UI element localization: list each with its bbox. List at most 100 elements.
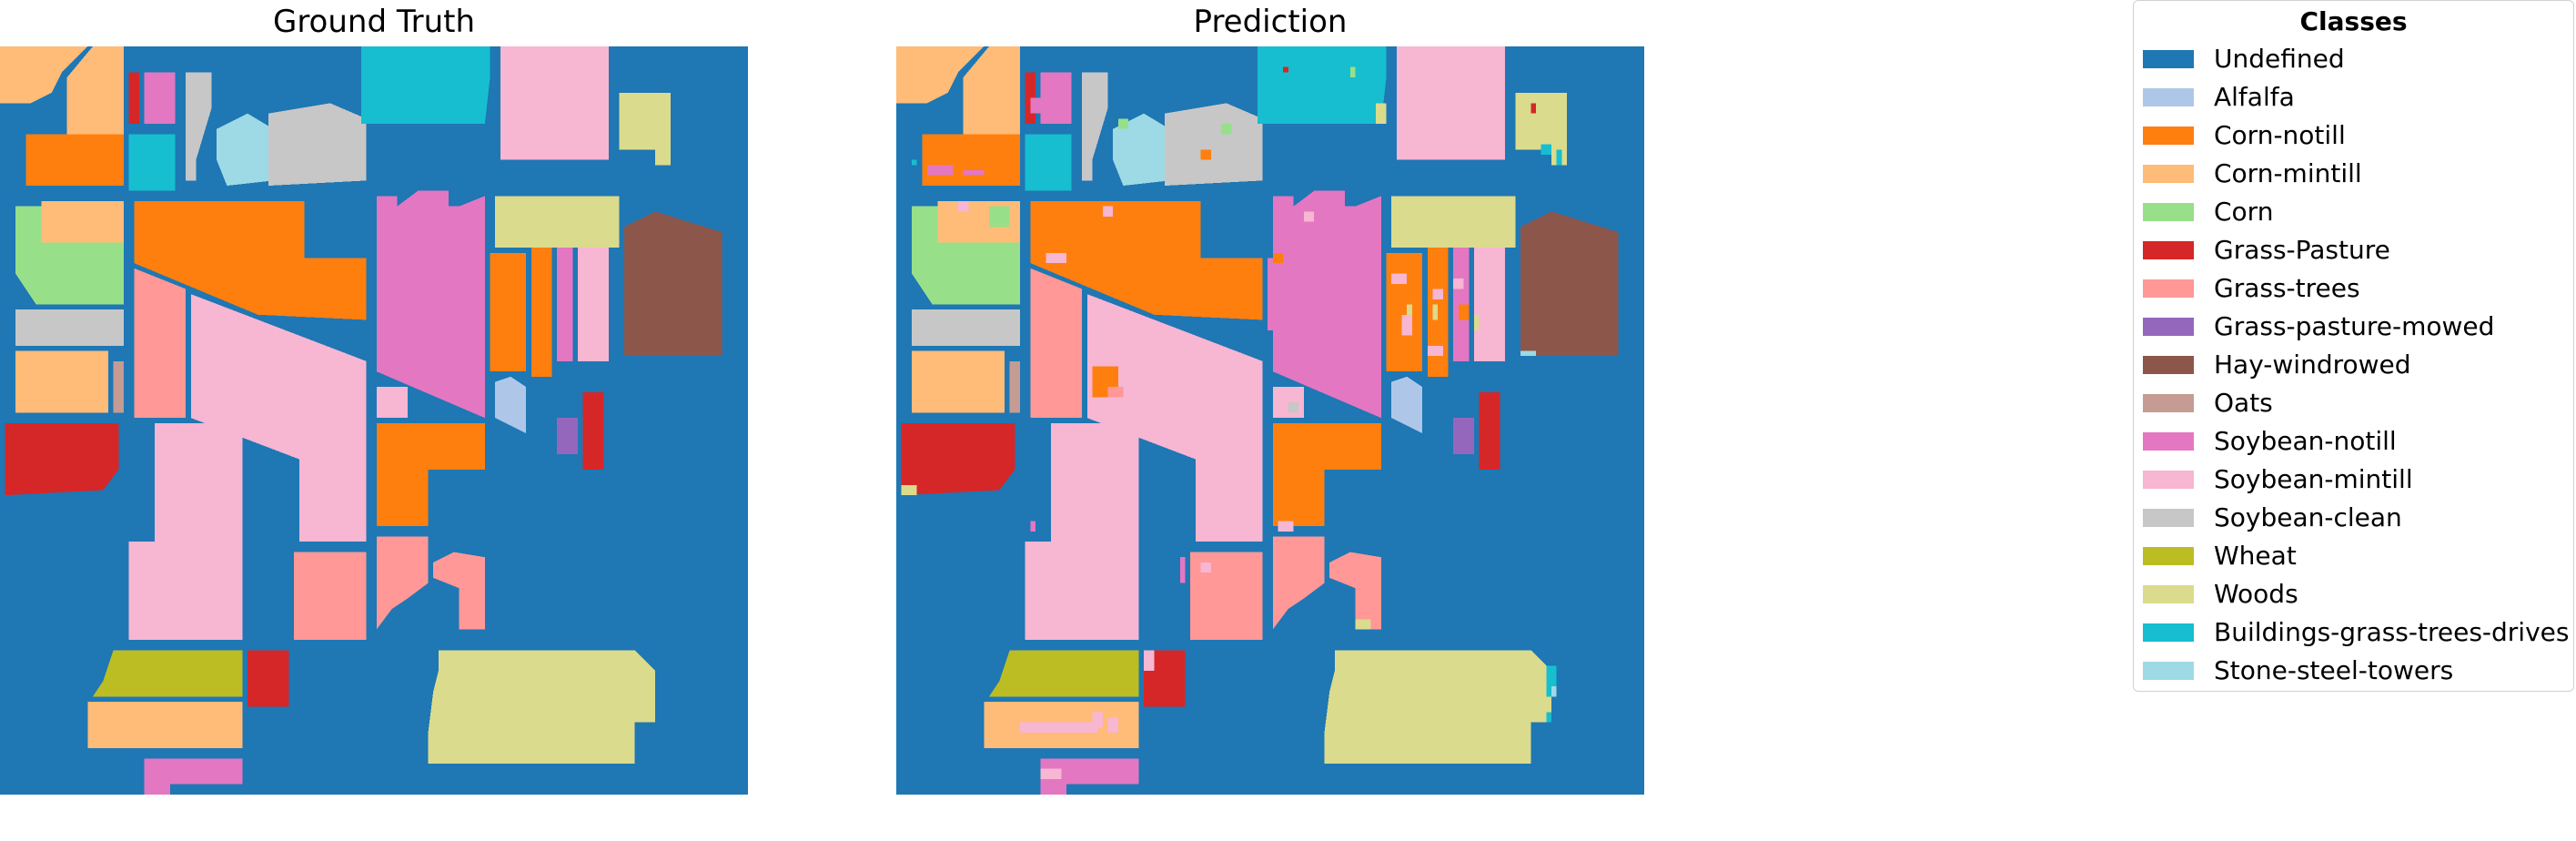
legend-entry-grass-trees: Grass-trees: [2143, 270, 2360, 307]
region-soybean-clean-5: [1082, 72, 1108, 181]
pred-pixel-corn-notill-34: [1458, 304, 1470, 320]
legend-label-soybean-clean: Soybean-clean: [2214, 502, 2402, 532]
region-corn-notill-8: [25, 134, 125, 187]
legend-entry-soybean-mintill: Soybean-mintill: [2143, 461, 2413, 498]
pred-pixel-soybean-mintill-33: [1453, 279, 1464, 289]
region-grass-pasture-31: [1479, 391, 1500, 470]
pred-pixel-woods-43: [1355, 619, 1371, 630]
legend-label-oats: Oats: [2214, 388, 2273, 418]
pred-pixel-woods-38: [901, 484, 917, 496]
legend-entry-grass-pasture: Grass-Pasture: [2143, 232, 2390, 269]
legend-entry-hay-windrowed: Hay-windrowed: [2143, 347, 2411, 383]
region-corn-notill-34: [376, 422, 485, 527]
legend-label-grass-pasture-mowed: Grass-pasture-mowed: [2214, 311, 2495, 341]
region-soybean-mintill-20: [1086, 294, 1263, 542]
region-soybean-notill-24: [557, 248, 573, 361]
region-woods-11: [619, 93, 671, 166]
prediction-map: [896, 46, 1644, 795]
region-soybean-notill-43: [144, 784, 171, 795]
pred-pixel-woods-2: [1376, 103, 1387, 125]
region-soybean-notill-3: [1040, 72, 1072, 125]
region-grass-pasture-mowed-30: [1453, 418, 1474, 454]
region-soybean-mintill-10: [500, 46, 609, 160]
region-corn-notill-22: [1386, 252, 1423, 372]
region-corn-notill-14: [1030, 201, 1263, 320]
legend-label-grass-trees: Grass-trees: [2214, 273, 2360, 303]
region-corn-13: [912, 206, 1021, 305]
pred-pixel-soybean-clean-24: [1288, 402, 1299, 413]
pred-pixel-soybean-notill-10: [963, 170, 985, 176]
region-soybean-clean-15: [15, 309, 125, 346]
legend-swatch-soybean-notill: [2143, 432, 2194, 451]
legend-entry-wheat: Wheat: [2143, 538, 2297, 574]
pred-pixel-soybean-mintill-36: [1303, 211, 1315, 222]
region-grass-pasture-mowed-30: [557, 418, 578, 454]
region-corn-mintill-0: [896, 46, 985, 104]
region-stone-steel-towers-6: [1113, 113, 1170, 187]
pred-pixel-grass-pasture-3: [1283, 66, 1288, 73]
pred-pixel-soybean-mintill-40: [1278, 521, 1294, 532]
pred-pixel-soybean-mintill-31: [1473, 329, 1490, 357]
region-soybean-mintill-25: [577, 248, 609, 361]
pred-pixel-woods-29: [1432, 304, 1439, 320]
legend-entry-stone-steel-towers: Stone-steel-towers: [2143, 653, 2453, 689]
region-soybean-mintill-29: [376, 387, 408, 419]
pred-pixel-corn-notill-13: [1200, 149, 1211, 160]
region-buildings-grass-trees-drives-4: [128, 134, 176, 191]
region-soybean-clean-15: [912, 309, 1021, 346]
region-corn-mintill-41: [87, 701, 243, 748]
legend-entry-corn: Corn: [2143, 194, 2273, 230]
pred-pixel-soybean-mintill-44: [1144, 650, 1155, 671]
region-buildings-grass-trees-drives-9: [360, 46, 490, 125]
legend-title: Classes: [2299, 6, 2408, 36]
legend-entry-buildings-grass-trees-drives: Buildings-grass-trees-drives: [2143, 614, 2569, 651]
region-soybean-notill-21: [376, 190, 485, 419]
legend-label-buildings-grass-trees-drives: Buildings-grass-trees-drives: [2214, 617, 2570, 647]
legend-entry-grass-pasture-mowed: Grass-pasture-mowed: [2143, 309, 2494, 345]
legend-label-corn: Corn: [2214, 197, 2274, 227]
pred-pixel-soybean-notill-9: [927, 165, 954, 176]
region-soybean-mintill-33: [1025, 422, 1139, 640]
legend-label-hay-windrowed: Hay-windrowed: [2214, 350, 2411, 380]
region-corn-notill-14: [134, 201, 367, 320]
region-corn-mintill-1: [66, 46, 125, 135]
panel-title-ground-truth: Ground Truth: [272, 4, 476, 40]
region-wheat-39: [989, 650, 1139, 697]
legend-label-soybean-notill: Soybean-notill: [2214, 426, 2397, 456]
region-wheat-39: [93, 650, 243, 697]
region-grass-pasture-40: [247, 650, 289, 707]
pred-pixel-buildings-grass-trees-drives-50: [1546, 712, 1551, 723]
region-grass-pasture-31: [582, 391, 604, 470]
pred-pixel-corn-12: [1117, 118, 1129, 129]
ground-truth-map: [0, 46, 748, 795]
region-soybean-mintill-10: [1396, 46, 1505, 160]
region-soybean-notill-42: [144, 758, 243, 785]
region-grass-trees-18: [1030, 268, 1083, 419]
pred-pixel-soybean-notill-41: [1179, 557, 1186, 583]
pred-pixel-soybean-mintill-48: [1040, 768, 1062, 779]
region-alfalfa-28: [1391, 376, 1423, 434]
region-soybean-mintill-33: [128, 422, 243, 640]
region-corn-mintill-16: [912, 350, 1005, 413]
legend-label-wheat: Wheat: [2214, 541, 2297, 571]
pred-pixel-soybean-mintill-18: [1046, 252, 1067, 264]
region-soybean-mintill-35: [1144, 422, 1196, 460]
legend-swatch-corn-notill: [2143, 127, 2194, 145]
legend-entry-alfalfa: Alfalfa: [2143, 79, 2295, 116]
legend-entry-corn-mintill: Corn-mintill: [2143, 156, 2362, 192]
legend-label-soybean-mintill: Soybean-mintill: [2214, 464, 2413, 494]
legend-swatch-oats: [2143, 394, 2194, 412]
region-buildings-grass-trees-drives-9: [1257, 46, 1387, 125]
legend-swatch-buildings-grass-trees-drives: [2143, 623, 2194, 642]
legend-label-grass-pasture: Grass-Pasture: [2214, 235, 2390, 265]
pred-pixel-buildings-grass-trees-drives-7: [1556, 149, 1562, 166]
pred-pixel-soybean-mintill-30: [1427, 345, 1443, 357]
region-hay-windrowed-27: [1520, 211, 1619, 357]
pred-pixel-stone-steel-towers-51: [1551, 685, 1557, 697]
pred-pixel-corn-notill-11: [994, 139, 1010, 150]
pred-pixel-soybean-mintill-25: [1391, 273, 1408, 284]
legend-swatch-wheat: [2143, 547, 2194, 565]
region-corn-mintill-12: [41, 201, 125, 243]
legend-swatch-hay-windrowed: [2143, 356, 2194, 374]
pred-pixel-soybean-notill-22: [1268, 258, 1278, 330]
